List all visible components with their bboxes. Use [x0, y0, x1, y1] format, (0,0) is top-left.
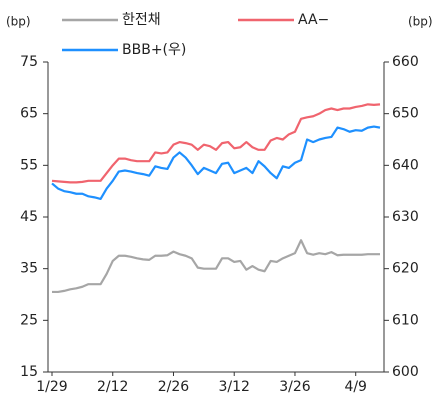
y2-axis-label: (bp)	[408, 15, 432, 29]
y-tick-label: 65	[20, 106, 38, 122]
y2-tick-label: 640	[392, 157, 419, 173]
y-axis-label: (bp)	[6, 15, 31, 29]
y-tick-label: 55	[20, 157, 38, 173]
y2-tick-label: 660	[392, 54, 419, 70]
y-tick-label: 75	[20, 54, 38, 70]
x-tick-label: 2/26	[158, 379, 190, 395]
y-tick-label: 15	[20, 364, 38, 380]
y2-tick-label: 650	[392, 106, 419, 122]
x-tick-label: 3/12	[218, 379, 249, 395]
y2-tick-label: 620	[392, 261, 419, 277]
series-line	[52, 239, 380, 294]
series-line	[51, 103, 381, 184]
x-tick-label: 2/12	[97, 379, 128, 395]
y2-tick-label: 600	[392, 364, 419, 380]
x-tick-label: 3/26	[279, 379, 311, 395]
legend-label: 한전채	[122, 12, 161, 28]
y-tick-label: 35	[20, 261, 38, 277]
legend-label: AA−	[298, 12, 329, 28]
y-tick-label: 45	[20, 209, 38, 225]
series-line	[51, 125, 381, 201]
y2-tick-label: 610	[392, 312, 419, 328]
x-tick-label: 1/29	[36, 379, 67, 395]
legend-label: BBB+(우)	[122, 42, 186, 58]
y-tick-label: 25	[20, 312, 38, 328]
y2-tick-label: 630	[392, 209, 419, 225]
x-tick-label: 4/9	[344, 379, 367, 395]
